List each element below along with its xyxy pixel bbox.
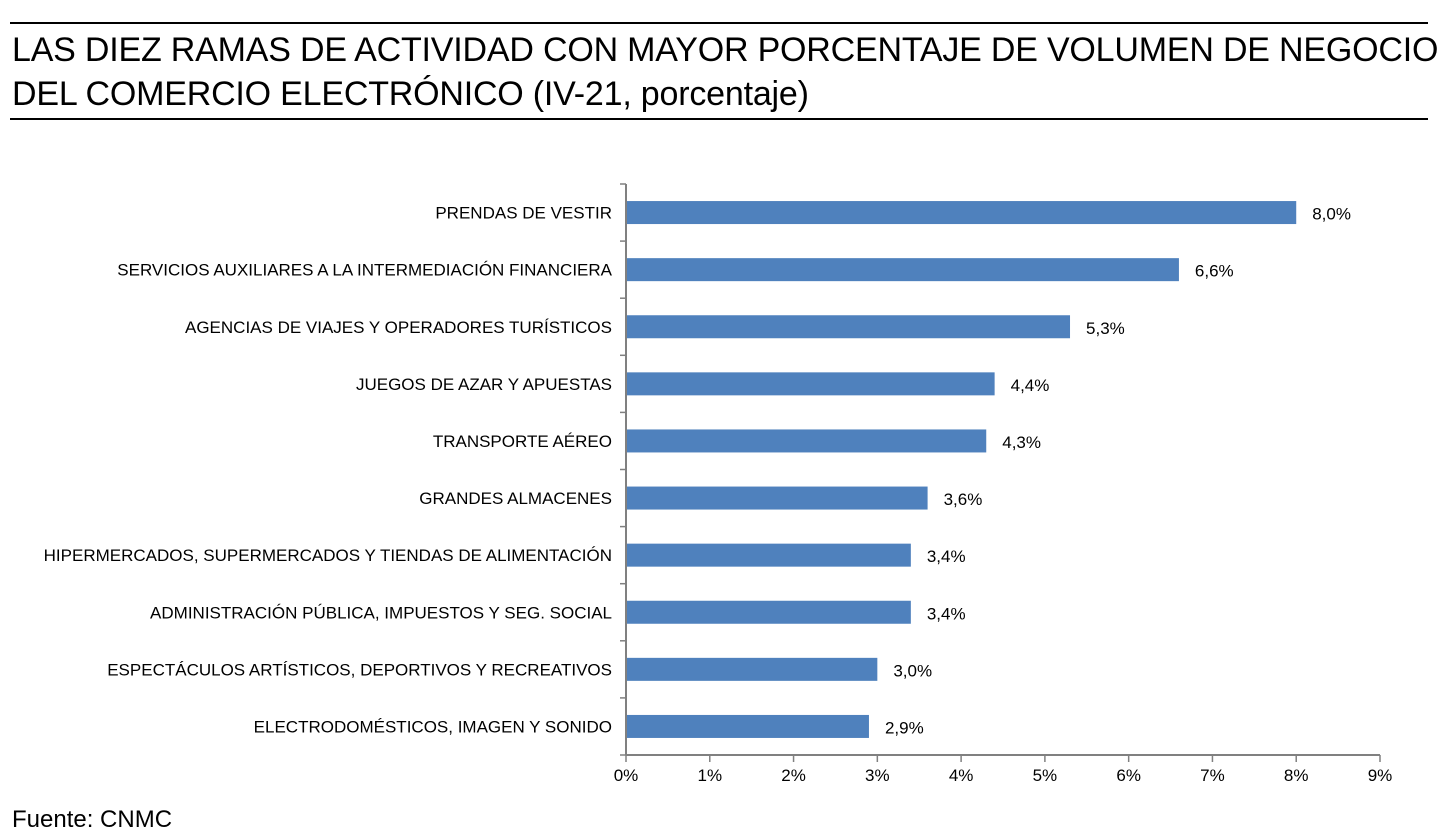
chart-title: LAS DIEZ RAMAS DE ACTIVIDAD CON MAYOR PO…: [12, 28, 1439, 116]
category-label: PRENDAS DE VESTIR: [435, 204, 612, 223]
bar-chart: PRENDAS DE VESTIR 8,0% SERVICIOS AUXILIARE…: [44, 183, 1393, 785]
x-tick-label: 8%: [1284, 766, 1309, 785]
data-label: 3,4%: [927, 547, 966, 566]
x-tick-label: 1%: [697, 766, 722, 785]
bar: [626, 714, 869, 738]
data-label: 5,3%: [1086, 319, 1125, 338]
category-label: GRANDES ALMACENES: [419, 489, 612, 508]
bar: [626, 657, 878, 681]
category-label: JUEGOS DE AZAR Y APUESTAS: [356, 375, 612, 394]
bar: [626, 486, 928, 510]
x-tick-label: 2%: [781, 766, 806, 785]
bar: [626, 600, 911, 624]
data-label: 6,6%: [1195, 262, 1234, 281]
data-label: 3,6%: [944, 490, 983, 509]
x-tick-label: 9%: [1368, 766, 1393, 785]
data-label: 4,3%: [1002, 433, 1041, 452]
category-label: HIPERMERCADOS, SUPERMERCADOS Y TIENDAS D…: [44, 546, 612, 565]
category-label: AGENCIAS DE VIAJES Y OPERADORES TURÍSTIC…: [185, 318, 612, 337]
category-label: SERVICIOS AUXILIARES A LA INTERMEDIACIÓN…: [117, 261, 612, 280]
category-label: TRANSPORTE AÉREO: [433, 432, 612, 451]
chart-title-line-1: LAS DIEZ RAMAS DE ACTIVIDAD CON MAYOR PO…: [12, 31, 1439, 69]
bar: [626, 258, 1179, 282]
chart-title-line-2: DEL COMERCIO ELECTRÓNICO (IV-21, porcent…: [12, 75, 809, 113]
category-label: ESPECTÁCULOS ARTÍSTICOS, DEPORTIVOS Y RE…: [107, 660, 612, 679]
x-tick-label: 7%: [1200, 766, 1225, 785]
category-label: ELECTRODOMÉSTICOS, IMAGEN Y SONIDO: [254, 717, 612, 736]
title-top-rule: [10, 22, 1428, 24]
x-tick-label: 6%: [1116, 766, 1141, 785]
x-tick-label: 0%: [614, 766, 639, 785]
data-label: 2,9%: [885, 718, 924, 737]
bar: [626, 543, 911, 567]
data-label: 3,0%: [893, 661, 932, 680]
data-label: 8,0%: [1312, 205, 1351, 224]
bar: [626, 429, 987, 453]
bar: [626, 201, 1297, 225]
x-tick-label: 5%: [1033, 766, 1058, 785]
x-tick-label: 4%: [949, 766, 974, 785]
x-tick-label: 3%: [865, 766, 890, 785]
data-label: 3,4%: [927, 604, 966, 623]
source-note: Fuente: CNMC: [12, 806, 173, 833]
category-label: ADMINISTRACIÓN PÚBLICA, IMPUESTOS Y SEG.…: [150, 603, 612, 622]
bar: [626, 372, 995, 396]
bar: [626, 315, 1071, 339]
title-bottom-rule: [10, 118, 1428, 120]
data-label: 4,4%: [1011, 376, 1050, 395]
